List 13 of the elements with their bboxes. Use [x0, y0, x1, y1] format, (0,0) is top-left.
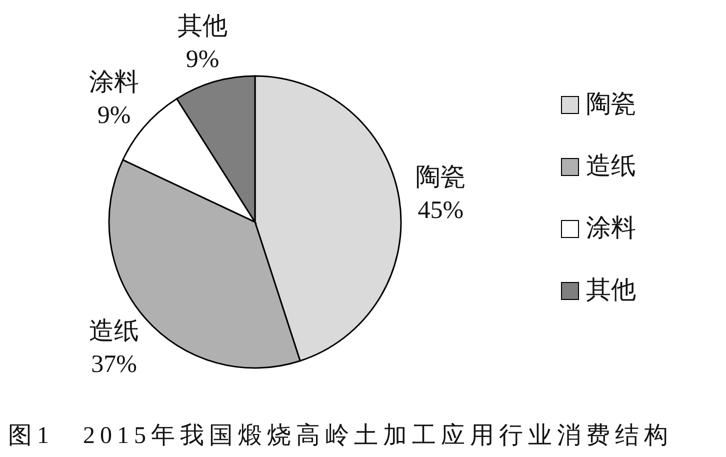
legend-label: 造纸 — [586, 153, 636, 181]
text: 图1 2015年我国煅烧高岭土加工应用行业消费结构 — [8, 422, 674, 451]
data-label: 45% — [418, 197, 464, 224]
data-label: 37% — [91, 350, 137, 378]
slice-label: 涂料 — [88, 69, 139, 96]
legend-label: 其他 — [586, 277, 636, 305]
slice-label: 陶瓷 — [416, 164, 466, 192]
data-label: 9% — [186, 46, 220, 73]
data-label: 9% — [97, 102, 131, 130]
legend-label: 陶瓷 — [586, 91, 636, 119]
slice-label: 其他 — [178, 12, 228, 40]
legend-label: 涂料 — [586, 215, 636, 243]
slice-label: 造纸 — [88, 318, 139, 345]
